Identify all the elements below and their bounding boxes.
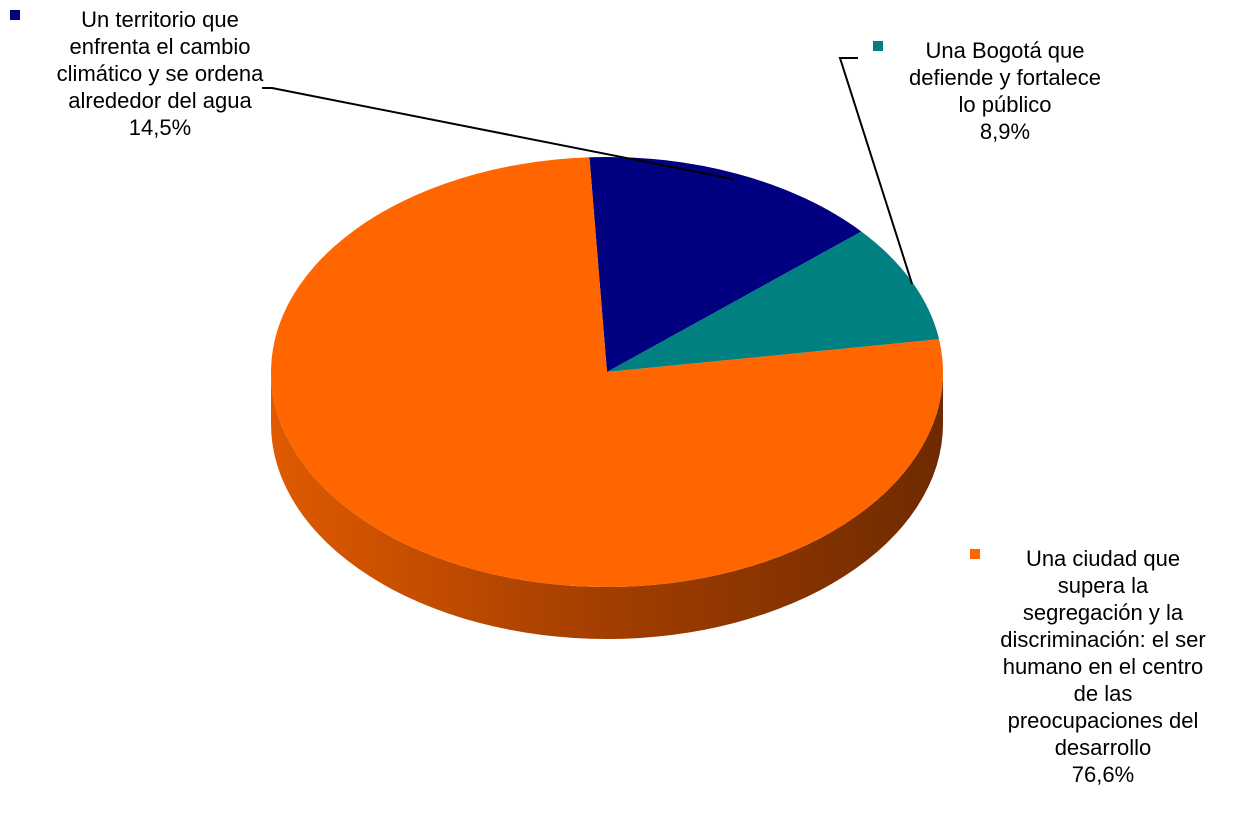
leader-line-publico [838,57,914,285]
slice-label-segregacion-value: 76,6% [1071,762,1135,787]
slice-label-publico-value: 8,9% [979,119,1031,144]
slice-label-agua-value: 14,5% [128,115,192,140]
slice-label-segregacion-text: Una ciudad que supera la segregación y l… [1000,546,1206,760]
slice-label-agua-text: Un territorio que enfrenta el cambio cli… [56,7,264,113]
slice-label-publico-text: Una Bogotá que defiende y fortalece lo p… [908,38,1102,117]
swatch-publico [873,41,883,51]
slice-agua [589,157,862,372]
slice-label-segregacion: Una ciudad que supera la segregación y l… [958,545,1248,788]
slice-label-publico: Una Bogotá que defiende y fortalece lo p… [850,37,1160,145]
slice-segregacion-side [271,372,943,639]
slice-publico [607,231,940,372]
leader-line-agua [262,87,735,181]
slice-segregacion [271,157,943,587]
swatch-segregacion [970,549,980,559]
slice-label-agua: Un territorio que enfrenta el cambio cli… [10,6,310,141]
swatch-agua [10,10,20,20]
